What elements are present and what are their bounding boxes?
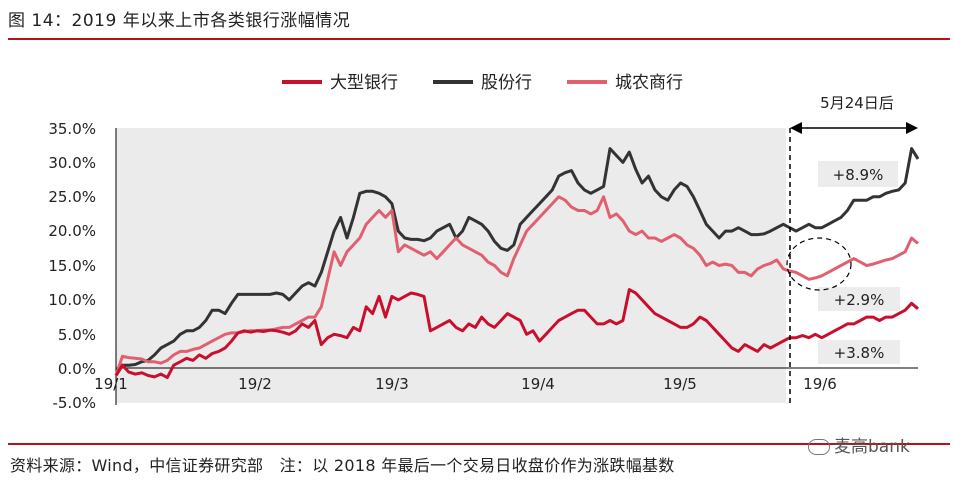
pre-period-shade <box>116 128 786 403</box>
x-tick-label: 19/5 <box>663 375 697 393</box>
y-axis: 35.0% 30.0% 25.0% 20.0% 15.0% 10.0% 5.0%… <box>48 120 96 412</box>
annotation-box-large <box>818 340 900 364</box>
y-tick-label: 10.0% <box>48 291 96 309</box>
x-tick-label: 19/2 <box>238 375 272 393</box>
annotation-joint: +8.9% <box>833 166 884 184</box>
legend-label-city-rural-banks: 城农商行 <box>615 73 683 93</box>
annotation-large: +3.8% <box>834 344 885 362</box>
series-line-large-banks <box>114 288 919 380</box>
y-tick-label: 15.0% <box>48 257 96 275</box>
period-arrow-right-head <box>906 122 918 134</box>
period-arrow-left-head <box>790 122 802 134</box>
chart-title: 图 14：2019 年以来上市各类银行涨幅情况 <box>8 11 351 31</box>
x-axis: 19/1 19/2 19/3 19/4 19/5 19/6 <box>94 375 837 393</box>
period-arrow <box>790 122 918 134</box>
top-rule <box>8 38 950 40</box>
y-tick-label: 5.0% <box>58 326 96 344</box>
legend: 大型银行 股份行 城农商行 <box>282 73 683 93</box>
watermark-text: 麦高bank <box>834 437 910 457</box>
y-tick-label: 20.0% <box>48 222 96 240</box>
y-tick-label: 35.0% <box>48 120 96 138</box>
x-tick-label: 19/4 <box>521 375 555 393</box>
series-layer <box>114 147 920 380</box>
watermark: 麦高bank <box>808 432 910 457</box>
y-tick-label: 0.0% <box>58 360 96 378</box>
x-tick-label: 19/6 <box>803 375 837 393</box>
x-tick-label: 19/1 <box>94 375 128 393</box>
period-label: 5月24日后 <box>820 94 894 112</box>
x-tick-label: 19/3 <box>375 375 409 393</box>
highlight-ellipse <box>786 237 852 291</box>
annotation-box-joint <box>818 161 898 187</box>
wechat-icon <box>808 439 830 455</box>
legend-label-joint-stock-banks: 股份行 <box>481 73 532 93</box>
legend-label-large-banks: 大型银行 <box>330 73 398 93</box>
source-note: 资料来源：Wind，中信证券研究部 注：以 2018 年最后一个交易日收盘价作为… <box>10 456 675 475</box>
bottom-rule <box>8 443 950 445</box>
y-tick-label: 30.0% <box>48 154 96 172</box>
series-line-joint-stock-banks <box>114 147 920 377</box>
y-tick-label: -5.0% <box>52 394 96 412</box>
annotation-city: +2.9% <box>834 291 885 309</box>
chart: 大型银行 股份行 城农商行 35.0% 30.0% 25.0% 20.0% 15… <box>48 73 920 412</box>
annotation-box-city <box>818 287 900 311</box>
y-tick-label: 25.0% <box>48 188 96 206</box>
